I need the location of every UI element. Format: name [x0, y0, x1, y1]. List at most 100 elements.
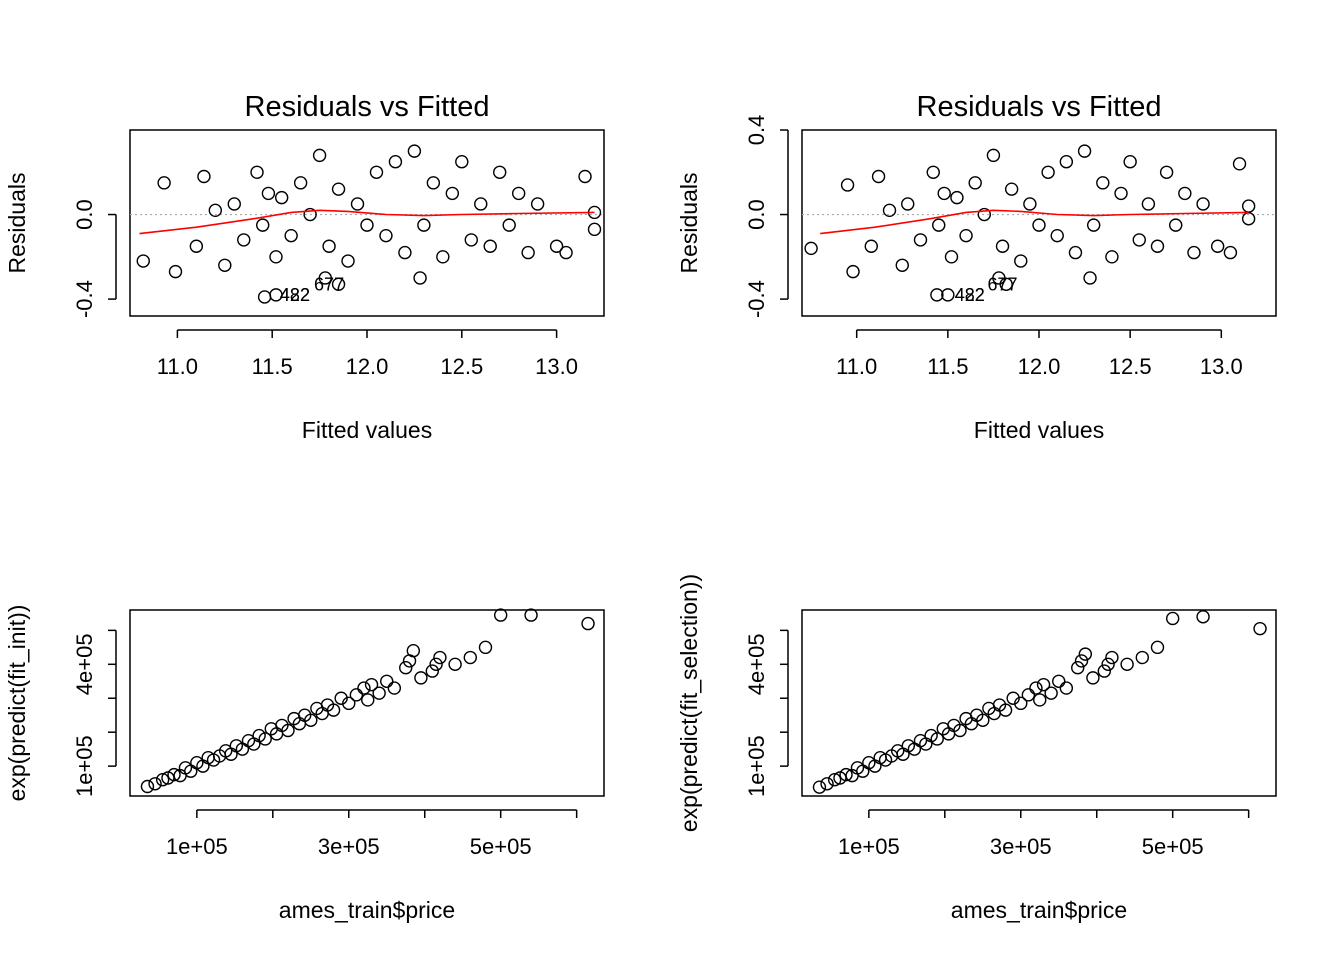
y-tick-label: 4e+05 [744, 633, 769, 695]
data-point [1052, 674, 1066, 688]
data-point [937, 186, 951, 201]
data-point [331, 182, 346, 196]
x-tick-label: 11.5 [252, 354, 293, 379]
data-point [1077, 144, 1092, 158]
x-axis-label: Fitted values [974, 417, 1104, 443]
plot-frame [129, 129, 605, 317]
data-point [455, 155, 469, 169]
y-tick-label: 1e+05 [744, 735, 769, 797]
data-point [1014, 254, 1028, 268]
data-point [364, 677, 379, 692]
data-point [1029, 681, 1043, 695]
x-tick-label: 11.5 [927, 354, 968, 379]
plot-frame [801, 129, 1277, 317]
data-point [388, 155, 403, 169]
x-tick-label: 12.0 [346, 354, 389, 379]
data-point [1014, 696, 1028, 711]
data-point [398, 245, 412, 260]
data-point [839, 767, 853, 782]
data-point [559, 245, 573, 260]
plot-panel-1: 11.0 11.5 12.0 12.5 13.0 -0.4 0.0 Residuals vs … [4, 91, 605, 443]
x-tick-label: 3e+05 [318, 834, 380, 859]
data-point [511, 186, 526, 201]
data-point [157, 176, 171, 190]
data-point [578, 169, 592, 184]
data-point [1141, 197, 1156, 211]
data-point [1150, 640, 1165, 655]
data-point [1132, 233, 1146, 247]
data-point [256, 218, 270, 232]
data-point [167, 767, 181, 782]
data-point [281, 723, 295, 738]
y-tick-label: 0.4 [744, 115, 769, 146]
outlier-label: 482 [955, 285, 985, 305]
data-point [433, 650, 447, 665]
data-point [1074, 654, 1089, 668]
data-point [257, 290, 272, 304]
data-point [913, 233, 928, 247]
data-point [1050, 228, 1064, 243]
data-point [445, 186, 460, 201]
data-point [436, 250, 450, 264]
data-point [369, 165, 384, 179]
data-point [269, 288, 283, 302]
data-point [189, 239, 204, 253]
plot-panel-2: 11.0 11.5 12.0 12.5 13.0 -0.4 0.0 0.4 Residuals … [676, 91, 1277, 443]
smooth-trend-line [820, 209, 1249, 235]
data-point [1196, 610, 1210, 624]
data-point [406, 644, 421, 658]
data-point [448, 657, 462, 672]
data-point [250, 165, 264, 179]
data-point [871, 169, 886, 184]
data-point [413, 271, 427, 285]
y-axis-label: exp(predict(fit_init)) [4, 605, 30, 802]
data-point [303, 207, 317, 222]
data-point [342, 696, 356, 711]
data-point [387, 681, 402, 695]
data-point [976, 713, 990, 728]
x-axis-label: Fitted values [302, 417, 432, 443]
data-point [530, 197, 545, 211]
data-point [326, 703, 341, 717]
x-tick-label: 1e+05 [838, 834, 900, 859]
data-point [1004, 182, 1019, 196]
data-point [1096, 176, 1110, 190]
data-point [1097, 664, 1112, 678]
data-point [318, 271, 332, 285]
data-point [237, 233, 251, 247]
x-axis-label: ames_train$price [279, 897, 455, 923]
data-point [261, 186, 276, 201]
data-point [136, 254, 150, 268]
data-point [941, 288, 955, 302]
data-point [350, 197, 365, 211]
data-point [425, 664, 440, 678]
data-point [895, 258, 909, 272]
y-tick-label: 4e+05 [72, 633, 97, 695]
data-point [414, 671, 428, 685]
data-point [992, 271, 1006, 285]
data-point [1023, 197, 1037, 211]
data-point [360, 218, 374, 232]
smooth-trend-line [139, 209, 595, 235]
data-point [140, 779, 155, 794]
data-point [478, 640, 493, 655]
data-point [977, 207, 992, 222]
data-point [269, 250, 283, 264]
data-point [930, 732, 944, 746]
data-point [1178, 186, 1192, 201]
data-point [493, 608, 508, 622]
data-point [1196, 197, 1210, 211]
x-tick-label: 13.0 [535, 354, 578, 379]
y-tick-label: 0.0 [744, 199, 769, 230]
plot-frame [801, 609, 1277, 797]
data-point [304, 713, 318, 728]
y-tick-label: -0.4 [72, 280, 97, 318]
data-point [1068, 245, 1083, 260]
data-point [1059, 155, 1074, 169]
x-tick-label: 5e+05 [470, 834, 532, 859]
data-point [820, 777, 834, 791]
data-point [995, 239, 1010, 253]
data-point [1071, 661, 1085, 675]
data-point [380, 674, 394, 688]
data-point [932, 218, 946, 232]
